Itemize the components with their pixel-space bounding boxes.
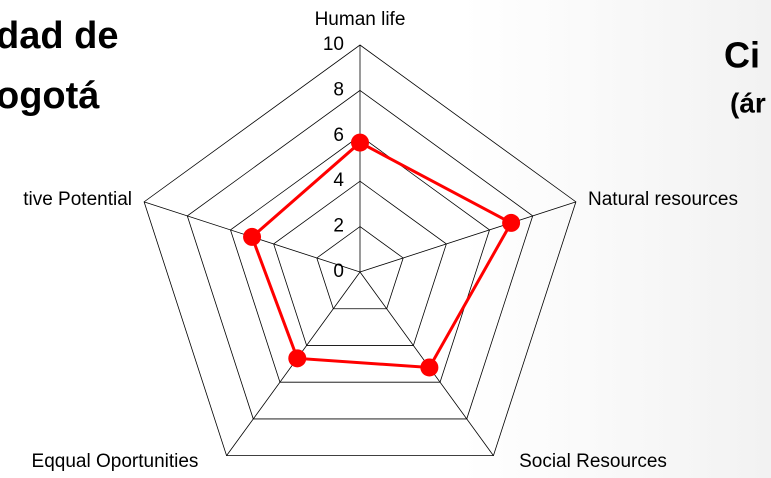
spoke bbox=[359, 201, 577, 273]
slide-title-fragment: ogotá bbox=[0, 75, 100, 117]
slide-title-fragment: Ci bbox=[724, 35, 760, 76]
slide-subtitle-fragment: (ár bbox=[730, 87, 766, 118]
tick-label: 10 bbox=[323, 34, 344, 55]
tick-label: 8 bbox=[333, 79, 344, 100]
tick-label: 0 bbox=[333, 261, 344, 282]
radar-chart: 0 2 4 6 8 10 Human life Natural resources Social… bbox=[23, 9, 738, 472]
grid-ring bbox=[229, 135, 491, 383]
grid-ring bbox=[143, 44, 577, 457]
data-point bbox=[502, 213, 521, 232]
category-label: Social Resources bbox=[519, 451, 667, 472]
grid-ring bbox=[186, 89, 534, 420]
category-label: Human life bbox=[315, 9, 406, 30]
grid-ring bbox=[273, 180, 447, 346]
category-label: tive Potential bbox=[23, 189, 132, 210]
data-point bbox=[420, 358, 439, 377]
grid-ring bbox=[316, 226, 404, 310]
data-point bbox=[288, 349, 307, 368]
tick-label: 6 bbox=[333, 125, 344, 146]
category-label: Eqqual Oportunities bbox=[32, 451, 199, 472]
tick-label: 4 bbox=[333, 170, 344, 191]
data-line bbox=[250, 140, 514, 370]
tick-label: 2 bbox=[333, 216, 344, 237]
category-label: Natural resources bbox=[588, 189, 738, 210]
slide-title-fragment: dad de bbox=[0, 15, 118, 57]
data-point bbox=[243, 227, 262, 246]
data-point bbox=[351, 133, 369, 152]
